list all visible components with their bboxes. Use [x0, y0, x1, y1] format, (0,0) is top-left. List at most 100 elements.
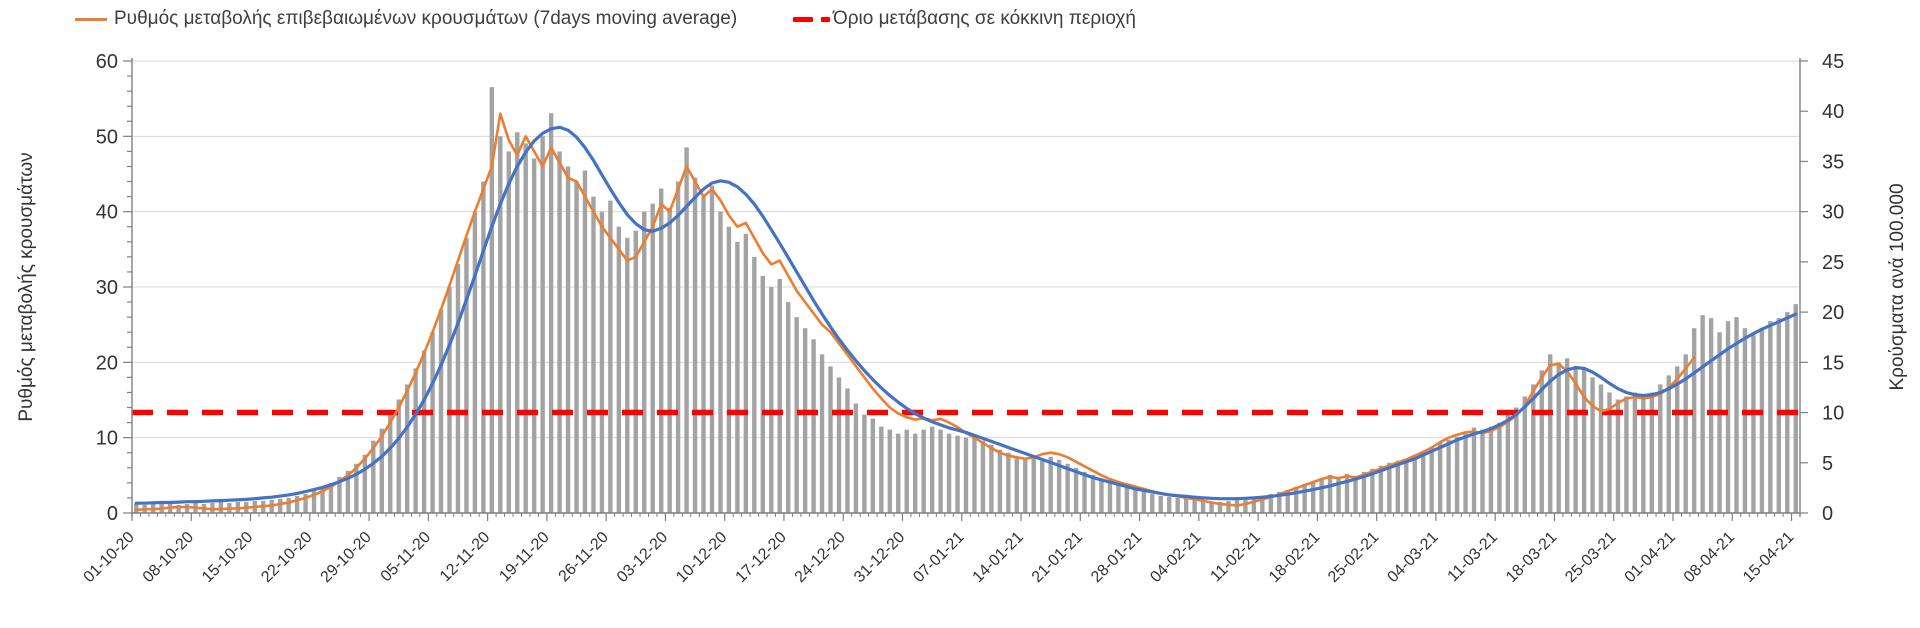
bar	[464, 237, 469, 513]
bar	[531, 158, 537, 513]
bar	[879, 426, 884, 513]
bar	[345, 470, 351, 513]
bar	[286, 497, 291, 513]
x-tick-label: 07-01-21	[910, 529, 967, 586]
bar	[887, 429, 892, 513]
x-tick-label: 17-12-20	[733, 529, 790, 586]
bar	[1040, 460, 1045, 513]
left-tick-label: 30	[96, 277, 118, 299]
x-axis-ticks: 01-10-20 08-10-20 15-10-20 22-10-20 29-10-20…	[81, 513, 1801, 586]
bar	[1065, 463, 1070, 513]
x-tick-label: 21-01-21	[1029, 529, 1086, 586]
bar	[1768, 321, 1773, 513]
bar	[1581, 369, 1587, 513]
left-tick-label: 20	[96, 352, 118, 374]
bar	[777, 278, 782, 513]
bar	[1522, 396, 1528, 513]
bar	[658, 188, 664, 513]
right-tick-label: 25	[1822, 252, 1844, 274]
bar	[1556, 362, 1561, 513]
right-tick-label: 0	[1822, 503, 1833, 525]
x-tick-label: 25-02-21	[1325, 529, 1382, 586]
bar	[506, 151, 511, 513]
bar	[997, 449, 1003, 513]
left-axis-title: Ρυθμός μεταβολής κρουσμάτων	[16, 152, 37, 421]
right-tick-label: 45	[1822, 51, 1844, 73]
bar	[1700, 315, 1705, 513]
bar	[1573, 366, 1578, 513]
bar	[1387, 462, 1392, 513]
bar	[455, 263, 461, 513]
bar	[582, 170, 588, 514]
bar	[853, 403, 859, 513]
bar	[1658, 384, 1663, 513]
bar	[972, 436, 977, 513]
bar	[667, 207, 672, 513]
bar	[328, 482, 334, 513]
bar	[515, 132, 520, 513]
bar	[955, 435, 960, 513]
right-tick-label: 40	[1822, 101, 1844, 123]
bar	[726, 226, 732, 514]
bar	[1023, 459, 1028, 513]
legend-label-threshold: Όριο μετάβασης σε κόκκινη περιοχή	[833, 8, 1136, 29]
x-tick-label: 12-11-20	[437, 529, 494, 586]
bar	[1319, 477, 1324, 513]
bar	[548, 113, 554, 513]
bar	[1378, 465, 1384, 513]
bar	[1395, 460, 1401, 513]
bar	[413, 368, 418, 513]
x-tick-label: 31-12-20	[851, 529, 908, 586]
bar	[430, 332, 435, 513]
x-tick-label: 19-11-20	[496, 529, 553, 586]
bar	[1649, 392, 1655, 513]
bar	[294, 495, 300, 513]
bar	[1336, 476, 1341, 513]
x-tick-label: 05-11-20	[378, 529, 435, 586]
legend-item-ma7: Ρυθμός μεταβολής επιβεβαιωμένων κρουσμάτ…	[75, 8, 737, 30]
bar	[1751, 335, 1756, 513]
gridlines	[132, 60, 1800, 439]
bar	[1082, 471, 1087, 513]
bar	[371, 440, 376, 513]
bar	[625, 237, 630, 513]
right-tick-label: 5	[1822, 453, 1833, 475]
bar	[1497, 422, 1502, 513]
bar	[591, 196, 596, 513]
x-tick-label: 26-11-20	[556, 529, 613, 586]
bar	[1217, 501, 1223, 513]
bar	[1183, 498, 1189, 513]
bar	[1675, 366, 1680, 513]
ma7-line	[134, 112, 1696, 512]
bar	[1437, 442, 1443, 513]
bar	[134, 503, 139, 513]
bar	[540, 136, 545, 513]
left-tick-label: 40	[96, 202, 118, 224]
bar	[404, 384, 410, 513]
bar	[1793, 304, 1798, 513]
bar	[1056, 459, 1062, 513]
bar	[896, 433, 901, 513]
bar	[675, 181, 681, 513]
bar	[913, 433, 918, 513]
bar	[176, 504, 181, 513]
bar	[311, 490, 317, 513]
bar	[1615, 399, 1621, 513]
bar	[1344, 473, 1350, 513]
bar	[1158, 495, 1163, 513]
bar	[354, 463, 359, 513]
bar	[1531, 384, 1536, 513]
bar	[498, 136, 503, 513]
bar	[1683, 354, 1688, 513]
bar	[870, 418, 876, 513]
x-tick-label: 11-03-21	[1445, 529, 1502, 586]
bar	[904, 429, 909, 513]
bar	[794, 317, 799, 513]
bar	[1124, 487, 1130, 513]
bar	[565, 166, 571, 513]
bar	[1133, 489, 1138, 513]
bar	[1277, 491, 1282, 513]
bar	[819, 354, 825, 513]
bar	[523, 143, 528, 514]
bar	[1742, 328, 1748, 513]
